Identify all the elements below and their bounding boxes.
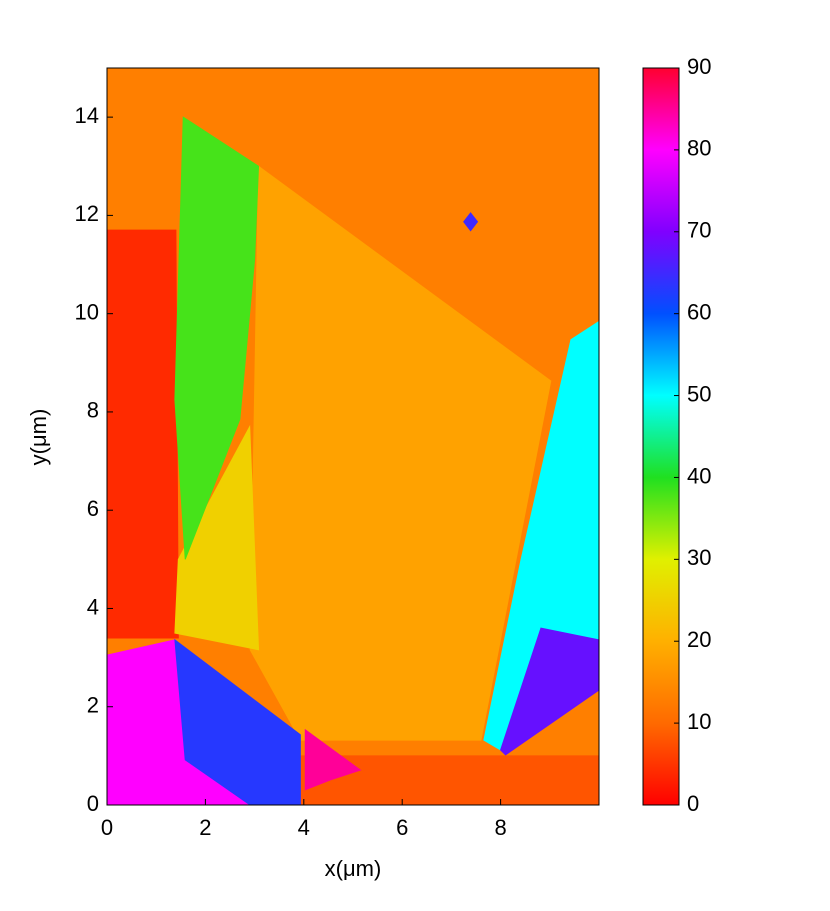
colorbar-tick-label: 60 bbox=[687, 299, 711, 324]
colorbar-tick-label: 10 bbox=[687, 709, 711, 734]
x-tick-label: 4 bbox=[298, 815, 310, 840]
heat-region bbox=[304, 728, 362, 791]
x-axis-label: x(μm) bbox=[325, 856, 382, 881]
colorbar-tick-label: 70 bbox=[687, 218, 711, 243]
heat-region bbox=[174, 638, 301, 805]
y-axis-label: y(μm) bbox=[26, 409, 51, 466]
colorbar-tick-label: 40 bbox=[687, 463, 711, 488]
y-tick-label: 0 bbox=[87, 791, 99, 816]
colorbar-tick-label: 0 bbox=[687, 791, 699, 816]
colorbar-tick-label: 50 bbox=[687, 381, 711, 406]
x-tick-label: 2 bbox=[199, 815, 211, 840]
colorbar bbox=[642, 67, 680, 806]
y-tick-label: 8 bbox=[87, 398, 99, 423]
heatmap bbox=[107, 68, 599, 805]
heat-region bbox=[107, 229, 179, 639]
plot-frame bbox=[106, 67, 600, 806]
colorbar-tick-label: 30 bbox=[687, 545, 711, 570]
heat-region bbox=[500, 627, 599, 756]
y-tick-label: 4 bbox=[87, 594, 99, 619]
x-tick-label: 8 bbox=[494, 815, 506, 840]
colorbar-tick-label: 20 bbox=[687, 627, 711, 652]
y-tick-label: 10 bbox=[75, 299, 99, 324]
heat-region bbox=[463, 212, 479, 232]
heat-region bbox=[174, 116, 260, 560]
y-tick-label: 14 bbox=[75, 103, 99, 128]
colorbar-tick-label: 80 bbox=[687, 136, 711, 161]
heat-region bbox=[174, 424, 260, 651]
y-tick-label: 12 bbox=[75, 201, 99, 226]
x-tick-label: 0 bbox=[101, 815, 113, 840]
y-tick-label: 6 bbox=[87, 496, 99, 521]
y-tick-label: 2 bbox=[87, 693, 99, 718]
colorbar-tick-label: 90 bbox=[687, 54, 711, 79]
x-tick-label: 6 bbox=[396, 815, 408, 840]
